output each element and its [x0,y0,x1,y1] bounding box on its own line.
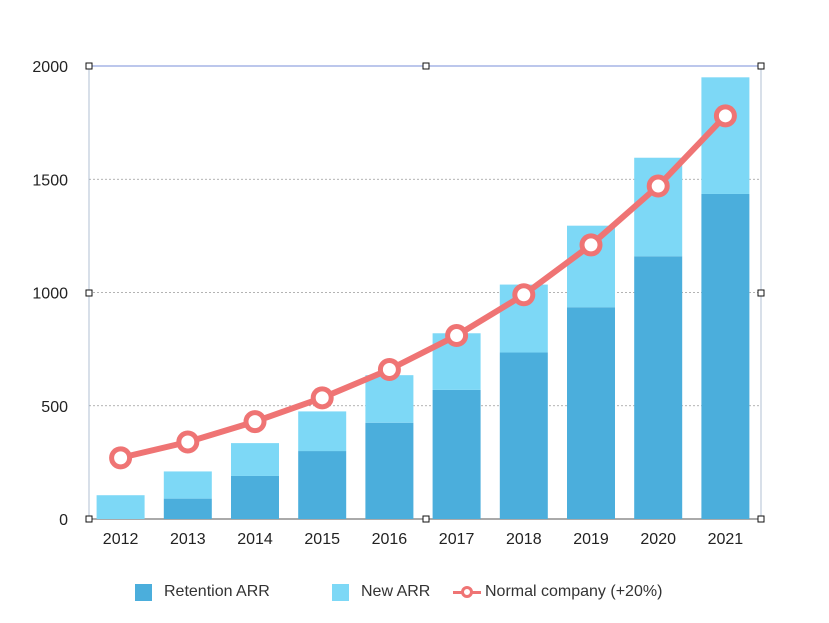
point-normal-company [310,386,334,410]
legend-label-normal: Normal company (+20%) [485,583,663,600]
point-normal-company [579,233,603,257]
series-line-normal-company [117,112,729,461]
bar-retention-arr [701,193,750,519]
x-tick-label: 2012 [103,531,139,548]
y-tick-label: 1000 [32,286,68,303]
selection-handle [422,62,430,70]
series-line [109,104,737,470]
point-normal-company [445,324,469,348]
bar-new-arr [231,443,279,476]
point-normal-company [109,446,133,470]
point-normal-company [646,174,670,198]
bar-retention-arr [499,352,548,519]
selection-handle [757,289,765,297]
x-tick-label: 2020 [640,531,676,548]
legend-label-new: New ARR [361,583,431,600]
x-tick-label: 2018 [506,531,542,548]
selection-handle [85,515,93,523]
bar-new-arr [163,471,212,499]
legend-label-retention: Retention ARR [164,583,270,600]
bars [96,77,750,519]
bar-retention-arr [567,307,615,519]
x-tick-label: 2014 [237,531,273,548]
y-tick-label: 500 [41,399,68,416]
bar-new-arr [96,495,145,519]
selection-handle [757,62,765,70]
legend-swatch-new [332,583,349,601]
point-normal-company [243,410,267,434]
selection-handle [85,62,93,70]
legend-marker-normal [453,586,481,598]
x-tick-label: 2017 [439,531,475,548]
bar-new-arr [365,375,414,423]
y-tick-label: 0 [59,512,68,529]
bar-retention-arr [298,451,347,519]
bar-retention-arr [231,475,279,519]
bar-new-arr [298,411,347,452]
legend-swatch-retention [135,583,152,601]
x-tick-label: 2016 [372,531,408,548]
legend: Retention ARR New ARR Normal company (+2… [0,578,829,606]
y-tick-label: 2000 [32,59,68,76]
bar-retention-arr [365,422,414,519]
bar-retention-arr [634,256,683,519]
point-normal-company [512,283,536,307]
y-tick-label: 1500 [32,172,68,189]
selection-handle [757,515,765,523]
y-axis-ticks: 0 500 1000 1500 2000 [32,59,68,529]
selection-handles [85,62,765,523]
point-normal-company [176,430,200,454]
x-tick-label: 2015 [304,531,340,548]
selection-handle [422,515,430,523]
point-normal-company [377,358,401,382]
legend-item-retention: Retention ARR [135,578,270,606]
bar-retention-arr [163,498,212,519]
x-axis-ticks: 2012 2013 2014 2015 2016 2017 2018 2019 2020 2021 [103,531,743,548]
bar-new-arr [634,157,683,257]
x-tick-label: 2013 [170,531,206,548]
legend-item-normal: Normal company (+20%) [453,578,662,606]
selection-handle [85,289,93,297]
x-tick-label: 2019 [573,531,609,548]
bar-retention-arr [432,389,481,519]
legend-item-new: New ARR [332,578,430,606]
point-normal-company [713,104,737,128]
x-tick-label: 2021 [708,531,744,548]
